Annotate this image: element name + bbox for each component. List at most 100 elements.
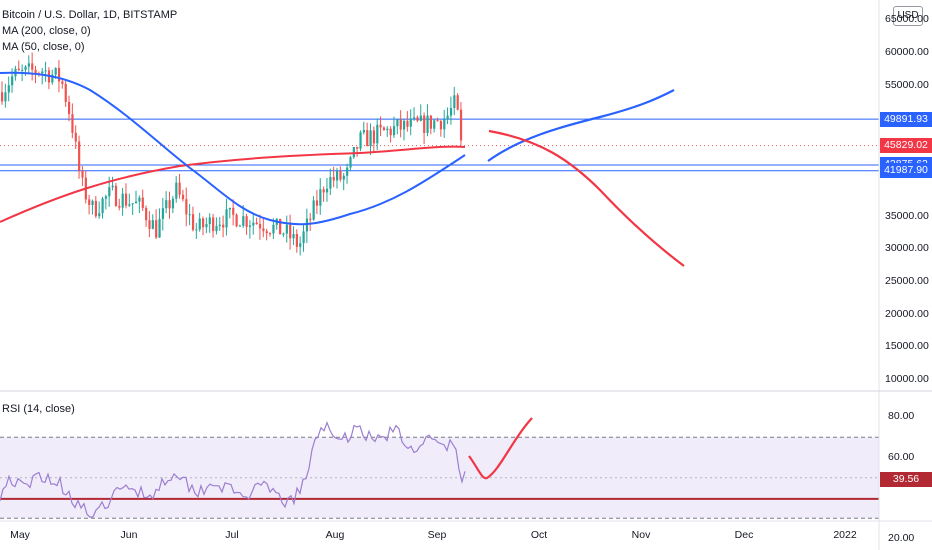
- candle-body: [228, 207, 231, 210]
- candle-body: [459, 109, 463, 141]
- candle-body: [54, 67, 57, 75]
- rsi-series: [0, 421, 879, 518]
- candle-body: [409, 118, 412, 127]
- candle-body: [81, 170, 84, 178]
- candle-body: [61, 81, 64, 84]
- candle-body: [171, 198, 175, 209]
- time-tick-label: Nov: [631, 529, 651, 541]
- rsi-line: [0, 421, 466, 518]
- rsi-tick-label: 20.00: [888, 531, 915, 544]
- candle-body: [289, 224, 292, 239]
- candle-body: [57, 67, 61, 82]
- candle-body: [24, 66, 27, 70]
- candle-body: [265, 231, 268, 234]
- candle-body: [44, 70, 47, 72]
- candle-body: [128, 204, 131, 206]
- price-tick-label: 65000.00: [885, 13, 929, 26]
- candle-body: [31, 63, 34, 70]
- candle-body: [124, 193, 128, 206]
- candle-body: [64, 83, 67, 102]
- candle-body: [175, 182, 178, 199]
- candle-body: [74, 132, 77, 142]
- candle-body: [262, 228, 265, 232]
- candle-body: [419, 115, 422, 121]
- symbol-title[interactable]: Bitcoin / U.S. Dollar, 1D, BITSTAMP: [2, 9, 178, 21]
- candle-body: [51, 74, 54, 83]
- candle-body: [439, 121, 443, 130]
- rsi-tick-label: 60.00: [888, 450, 915, 463]
- candle-body: [312, 200, 315, 220]
- candle-body: [342, 175, 345, 180]
- time-tick-label: Jul: [225, 529, 239, 541]
- user-drawings[interactable]: [468, 89, 685, 480]
- rsi-projection-curve: [468, 417, 533, 480]
- candle-body: [392, 126, 396, 136]
- candle-body: [108, 187, 111, 197]
- candle-body: [98, 213, 101, 217]
- horizontal-lines[interactable]: [0, 118, 879, 172]
- candle-body: [178, 182, 181, 195]
- candle-body: [299, 243, 302, 247]
- candle-body: [403, 120, 406, 130]
- candle-body: [366, 130, 369, 147]
- candle-body: [212, 217, 215, 232]
- ma200-legend[interactable]: MA (200, close, 0): [2, 25, 91, 37]
- ma50-legend[interactable]: MA (50, close, 0): [2, 41, 85, 53]
- candle-body: [111, 185, 114, 188]
- candle-body: [155, 220, 158, 238]
- candle-body: [399, 119, 402, 130]
- candle-body: [336, 170, 339, 181]
- rsi-legend[interactable]: RSI (14, close): [2, 403, 75, 415]
- candle-body: [248, 225, 252, 227]
- candle-body: [198, 218, 201, 230]
- candle-body: [352, 147, 355, 158]
- candle-body: [121, 193, 124, 208]
- candle-body: [4, 92, 7, 102]
- candle-body: [94, 200, 97, 217]
- candle-body: [443, 119, 446, 130]
- candle-body: [185, 199, 188, 215]
- candle-body: [104, 196, 108, 199]
- candle-body: [91, 200, 94, 206]
- candle-body: [11, 76, 14, 86]
- candle-body: [325, 188, 329, 193]
- candle-body: [322, 189, 325, 193]
- candle-body: [423, 115, 426, 133]
- candle-body: [372, 130, 376, 144]
- candle-body: [436, 120, 439, 122]
- candle-body: [429, 115, 432, 129]
- candle-body: [151, 220, 154, 229]
- candle-body: [88, 199, 91, 206]
- candle-body: [218, 224, 221, 226]
- candle-body: [426, 115, 429, 133]
- candle-body: [396, 119, 399, 127]
- candle-body: [138, 197, 141, 202]
- price-level-label: 41987.90: [880, 163, 932, 179]
- price-tick-label: 15000.00: [885, 340, 929, 353]
- currency-button[interactable]: USD: [893, 6, 923, 26]
- moving-averages: [0, 71, 466, 226]
- candle-body: [362, 130, 365, 133]
- candle-body: [181, 194, 185, 200]
- candle-body: [359, 132, 362, 149]
- candle-body: [202, 218, 205, 228]
- candle-body: [269, 233, 272, 235]
- candle-body: [101, 198, 104, 214]
- candle-body: [215, 225, 218, 232]
- candle-body: [315, 200, 319, 206]
- candle-body: [456, 95, 459, 110]
- candle-body: [309, 218, 312, 220]
- candle-body: [161, 208, 164, 219]
- candle-body: [71, 114, 74, 133]
- candle-body: [279, 218, 282, 235]
- candle-body: [382, 127, 386, 131]
- candle-body: [339, 170, 342, 180]
- candle-body: [389, 128, 392, 136]
- candle-body: [406, 120, 409, 127]
- candle-body: [272, 224, 275, 234]
- price-tick-label: 55000.00: [885, 78, 929, 91]
- candle-body: [446, 115, 449, 120]
- candle-body: [141, 197, 144, 208]
